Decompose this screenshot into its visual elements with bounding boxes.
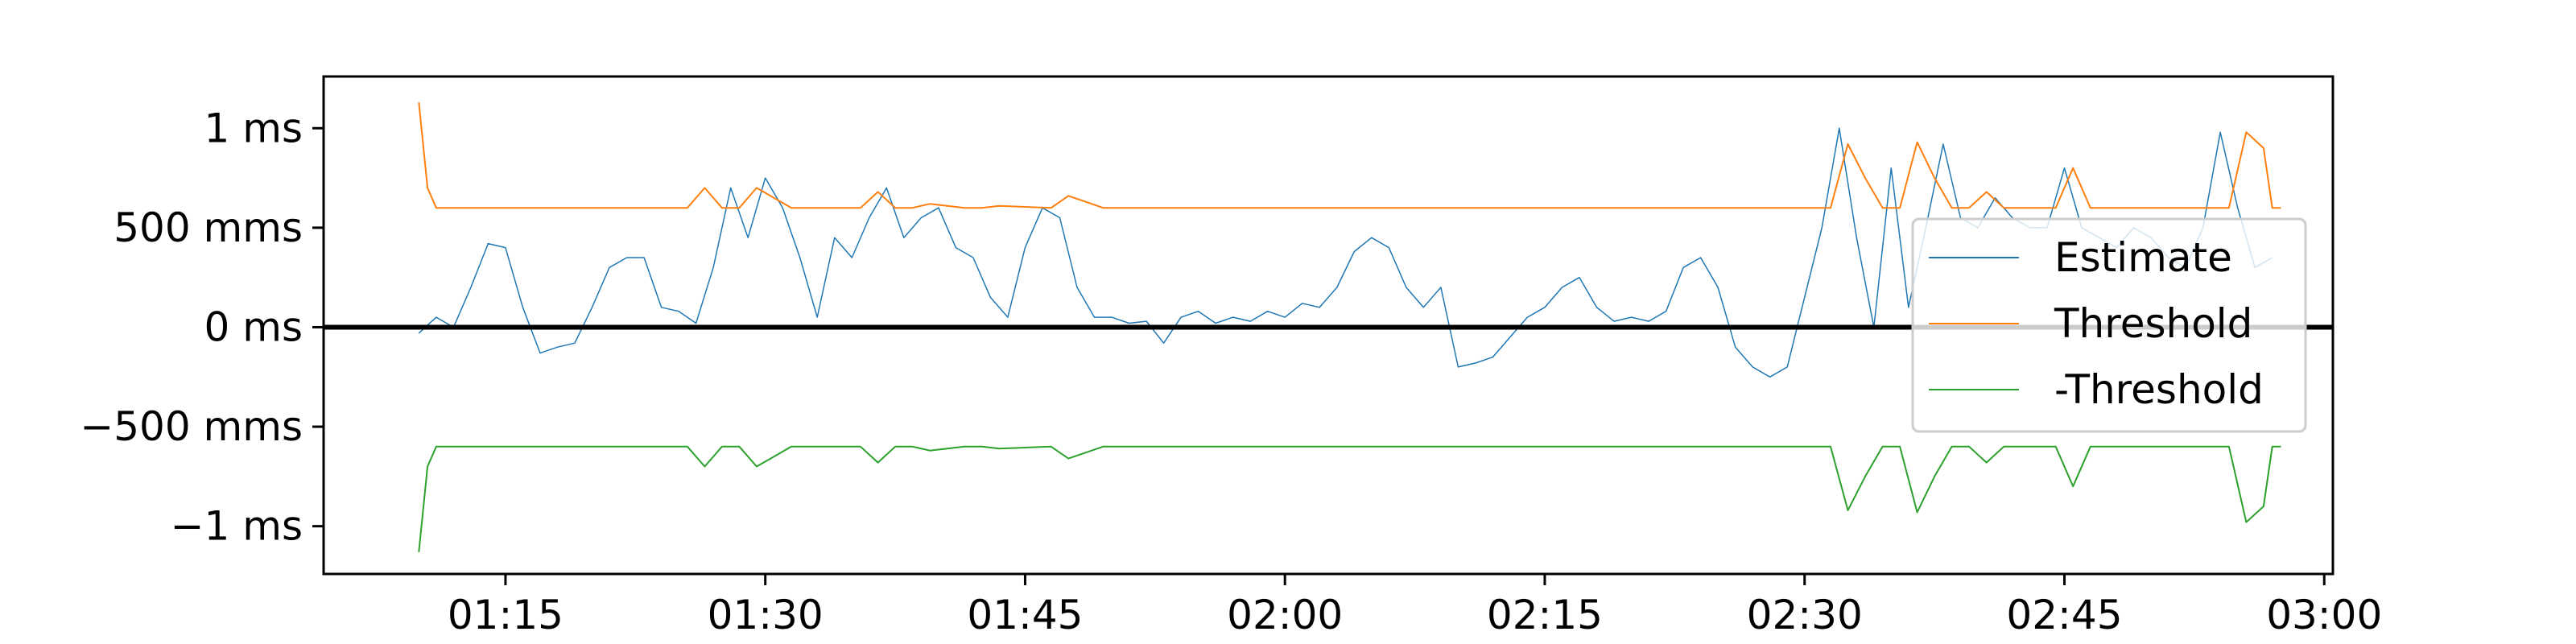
legend-label: Threshold bbox=[2054, 300, 2252, 347]
legend-frame bbox=[1911, 217, 2307, 433]
x-tick-label: 02:30 bbox=[1747, 592, 1863, 638]
legend: Estimate Threshold -Threshold bbox=[1911, 217, 2307, 433]
y-tick-label: 0 ms bbox=[204, 303, 303, 350]
y-axis: 1 ms 500 mms 0 ms −500 mms −1 ms bbox=[80, 105, 324, 550]
x-tick-label: 01:30 bbox=[708, 592, 824, 638]
x-tick-label: 02:45 bbox=[2006, 592, 2122, 638]
x-tick-label: 03:00 bbox=[2266, 592, 2382, 638]
x-tick-label: 02:15 bbox=[1487, 592, 1603, 638]
legend-label: Estimate bbox=[2054, 234, 2232, 281]
x-tick-label: 01:45 bbox=[967, 592, 1083, 638]
x-tick-label: 01:15 bbox=[448, 592, 564, 638]
x-axis: 01:15 01:30 01:45 02:00 02:15 02:30 02:45 03:00 bbox=[448, 574, 2382, 638]
y-tick-label: −1 ms bbox=[171, 503, 303, 550]
legend-label: -Threshold bbox=[2054, 366, 2264, 413]
y-tick-label: 500 mms bbox=[114, 204, 303, 251]
x-tick-label: 02:00 bbox=[1227, 592, 1343, 638]
threshold-line bbox=[418, 101, 2281, 209]
y-tick-label: 1 ms bbox=[204, 105, 303, 151]
plot-frame bbox=[322, 75, 2334, 576]
neg-threshold-line bbox=[418, 445, 2281, 552]
y-tick-label: −500 mms bbox=[80, 403, 303, 450]
